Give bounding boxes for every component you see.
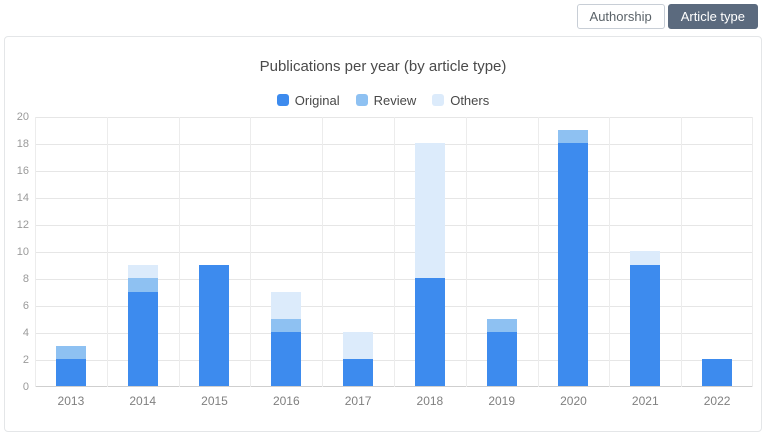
authorship-button[interactable]: Authorship <box>576 4 665 29</box>
y-tick-label: 8 <box>22 273 29 285</box>
legend-swatch-others <box>432 94 445 106</box>
y-tick-label: 4 <box>22 327 29 339</box>
bar-segment-original-2018[interactable] <box>414 278 445 386</box>
y-tick-label: 0 <box>22 381 29 393</box>
article-type-button[interactable]: Article type <box>667 4 758 29</box>
plot-grid <box>35 117 753 387</box>
gridline-vertical <box>106 117 108 387</box>
y-axis-labels: 0 2 4 6 8 10 12 14 16 18 20 <box>9 111 35 393</box>
gridline-vertical <box>178 117 180 387</box>
y-tick-label: 6 <box>22 300 29 312</box>
stacked-bar-2014 <box>127 264 158 386</box>
gridline-vertical <box>537 117 539 387</box>
y-tick-label: 2 <box>22 354 29 366</box>
chart-legend: Original Review Others <box>5 91 761 109</box>
x-tick-label-2022: 2022 <box>703 394 731 408</box>
bar-column-2014 <box>107 117 179 387</box>
gridline-vertical <box>609 117 611 387</box>
stacked-bar-2021 <box>630 251 661 386</box>
bar-segment-others-2014[interactable] <box>127 264 158 278</box>
stacked-bar-2013 <box>55 345 86 386</box>
stacked-bar-2020 <box>558 129 589 386</box>
topbar: Authorship Article type <box>0 0 766 30</box>
bar-column-2015 <box>179 117 251 387</box>
chart-title: Publications per year (by article type) <box>259 58 507 75</box>
bar-column-2016 <box>250 117 322 387</box>
bar-segment-review-2013[interactable] <box>55 345 86 359</box>
bar-segment-original-2015[interactable] <box>199 264 230 386</box>
legend-item-others[interactable]: Others <box>432 93 489 108</box>
legend-label: Original <box>294 92 340 108</box>
y-tick-label: 16 <box>16 165 29 177</box>
bar-column-2013 <box>35 117 107 387</box>
view-toggle-group: Authorship Article type <box>576 4 758 29</box>
gridline-vertical <box>465 117 467 387</box>
legend-label: Review <box>373 92 417 108</box>
legend-label: Others <box>450 92 490 108</box>
y-tick-label: 18 <box>16 138 29 150</box>
legend-swatch-review <box>355 94 368 106</box>
bar-segment-original-2019[interactable] <box>486 332 517 386</box>
bar-segment-original-2013[interactable] <box>55 359 86 386</box>
bar-segment-review-2016[interactable] <box>271 318 302 332</box>
stacked-bar-2015 <box>199 264 230 386</box>
x-tick-label-2021: 2021 <box>631 394 659 408</box>
x-tick-label-2018: 2018 <box>416 394 444 408</box>
bar-column-2017 <box>322 117 394 387</box>
x-tick-label-2013: 2013 <box>57 394 85 408</box>
bar-segment-review-2020[interactable] <box>558 129 589 143</box>
gridline-vertical <box>681 117 683 387</box>
bar-column-2020 <box>538 117 610 387</box>
x-tick-label-2014: 2014 <box>129 394 157 408</box>
bar-segment-original-2014[interactable] <box>127 291 158 386</box>
bar-segment-others-2018[interactable] <box>414 143 445 278</box>
legend-item-original[interactable]: Original <box>276 92 340 108</box>
bar-column-2022 <box>681 117 753 387</box>
y-tick-label: 20 <box>16 111 29 123</box>
bar-column-2018 <box>394 117 466 387</box>
bar-segment-original-2017[interactable] <box>343 359 374 386</box>
x-tick-label-2016: 2016 <box>272 394 300 408</box>
gridline-vertical <box>250 117 252 387</box>
bar-segment-original-2020[interactable] <box>558 143 589 386</box>
bar-segment-original-2016[interactable] <box>271 332 302 386</box>
bar-segment-original-2022[interactable] <box>702 359 733 386</box>
x-tick-label-2020: 2020 <box>560 394 587 408</box>
bar-segment-original-2021[interactable] <box>630 264 661 386</box>
legend-swatch-original <box>276 94 289 106</box>
x-tick-label-2019: 2019 <box>488 394 516 408</box>
stacked-bar-2019 <box>486 318 517 386</box>
chart-plot-area: 0 2 4 6 8 10 12 14 16 18 20 <box>9 111 753 393</box>
chart-card: Publications per year (by article type) … <box>4 36 762 432</box>
gridline-vertical <box>35 117 36 387</box>
x-tick-label-2015: 2015 <box>201 394 228 408</box>
bar-segment-others-2016[interactable] <box>271 291 302 319</box>
legend-item-review[interactable]: Review <box>355 92 417 108</box>
bar-segment-others-2017[interactable] <box>343 332 374 359</box>
gridline-vertical <box>394 117 395 387</box>
bar-column-2019 <box>466 117 538 387</box>
bar-segment-review-2019[interactable] <box>486 318 517 332</box>
bar-columns <box>35 117 753 387</box>
bar-column-2021 <box>609 117 681 387</box>
bar-segment-review-2014[interactable] <box>127 278 158 292</box>
gridline-vertical <box>322 117 324 387</box>
y-tick-label: 10 <box>16 246 29 258</box>
gridline-vertical <box>752 117 753 387</box>
bar-segment-others-2021[interactable] <box>630 251 661 265</box>
stacked-bar-2016 <box>271 291 302 386</box>
stacked-bar-2018 <box>414 143 445 386</box>
x-tick-label-2017: 2017 <box>344 394 372 408</box>
y-tick-label: 14 <box>16 192 29 204</box>
y-tick-label: 12 <box>16 219 29 231</box>
stacked-bar-2022 <box>702 359 733 386</box>
x-axis-labels: 2013 2014 2015 2016 2017 2018 2019 2020 2021 2022 <box>35 394 753 408</box>
stacked-bar-2017 <box>343 332 374 386</box>
